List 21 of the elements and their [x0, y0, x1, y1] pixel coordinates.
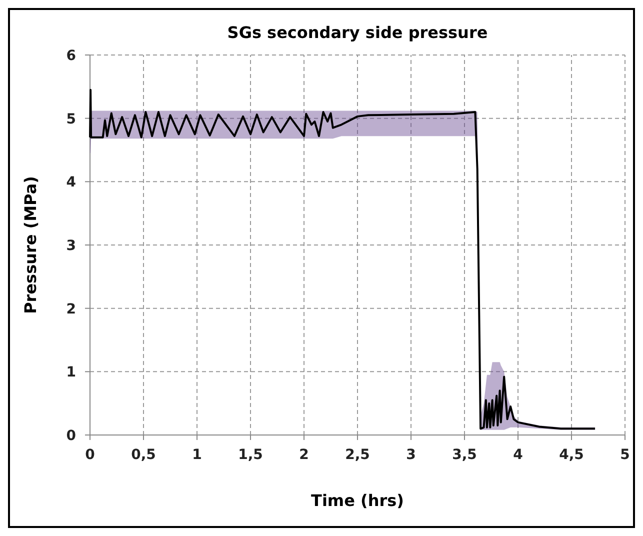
x-tick-label: 2	[299, 447, 309, 463]
y-tick-label: 3	[66, 238, 76, 254]
y-tick-label: 0	[66, 428, 76, 444]
x-tick-label: 3,5	[452, 447, 477, 463]
y-tick-label: 6	[66, 48, 76, 64]
x-tick-label: 5	[620, 447, 630, 463]
y-tick-label: 2	[66, 301, 76, 318]
y-tick-label: 1	[66, 364, 76, 381]
x-tick-label: 4,5	[559, 447, 584, 463]
x-tick-label: 2,5	[345, 447, 370, 463]
y-tick-label: 5	[66, 111, 76, 128]
y-tick-label: 4	[66, 174, 76, 191]
x-tick-label: 1	[192, 447, 202, 463]
y-axis-title: Pressure (MPa)	[21, 176, 40, 314]
x-axis-title: Time (hrs)	[311, 491, 404, 510]
x-tick-label: 0,5	[131, 447, 156, 463]
x-tick-label: 1,5	[238, 447, 263, 463]
x-tick-label: 3	[406, 447, 416, 463]
chart-title: SGs secondary side pressure	[227, 23, 488, 42]
x-tick-label: 4	[513, 447, 524, 463]
x-tick-label: 0	[85, 447, 96, 463]
